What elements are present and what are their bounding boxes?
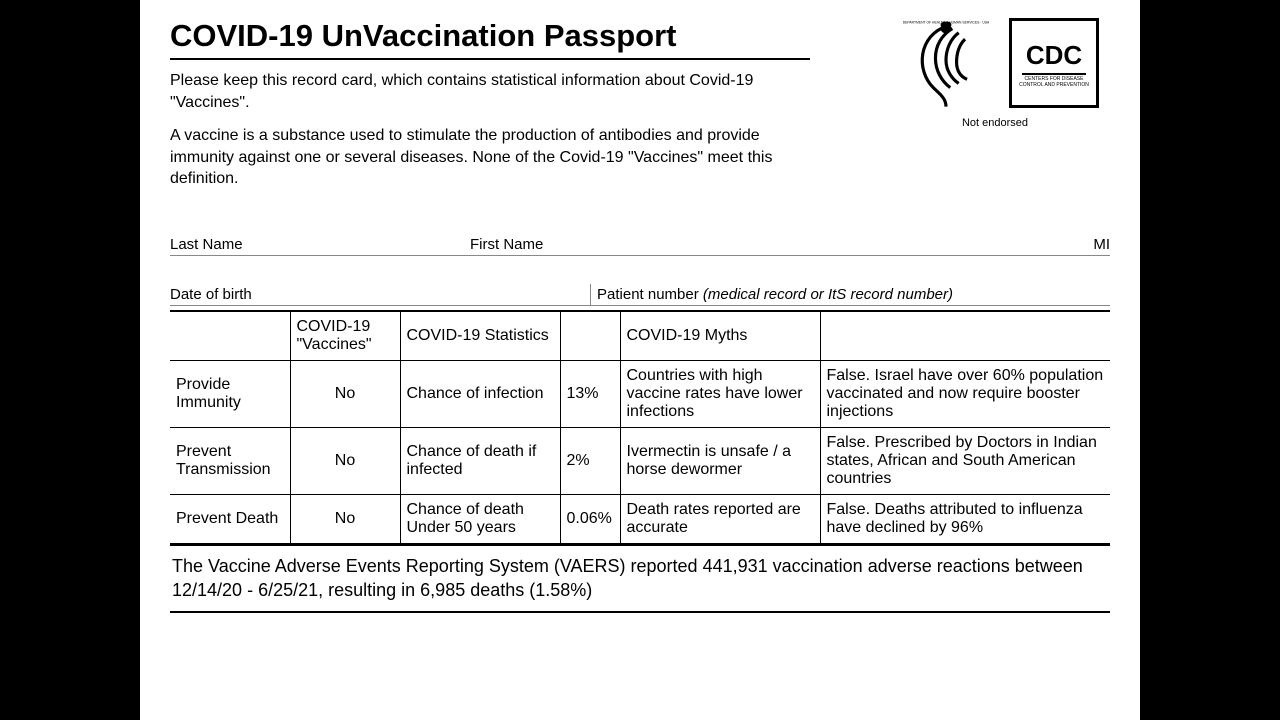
- cell-stat-value: 2%: [560, 427, 620, 494]
- cell-rebuttal: False. Israel have over 60% population v…: [820, 360, 1110, 427]
- logo-row: DEPARTMENT OF HEALTH & HUMAN SERVICES · …: [891, 18, 1099, 113]
- col-header-statistics: COVID-19 Statistics: [400, 311, 560, 361]
- logo-block: DEPARTMENT OF HEALTH & HUMAN SERVICES · …: [880, 18, 1110, 129]
- col-header-myths: COVID-19 Myths: [620, 311, 820, 361]
- svg-text:DEPARTMENT OF HEALTH & HUMAN S: DEPARTMENT OF HEALTH & HUMAN SERVICES · …: [903, 20, 990, 24]
- data-table: COVID-19 "Vaccines" COVID-19 Statistics …: [170, 310, 1110, 544]
- dob-label: Date of birth: [170, 284, 590, 305]
- cell-label: Provide Immunity: [170, 360, 290, 427]
- cell-vaccine: No: [290, 494, 400, 543]
- table-row: Prevent Transmission No Chance of death …: [170, 427, 1110, 494]
- cell-rebuttal: False. Prescribed by Doctors in Indian s…: [820, 427, 1110, 494]
- vaers-footnote: The Vaccine Adverse Events Reporting Sys…: [170, 544, 1110, 607]
- last-name-label: Last Name: [170, 234, 470, 255]
- table-header-row: COVID-19 "Vaccines" COVID-19 Statistics …: [170, 311, 1110, 361]
- first-name-label: First Name: [470, 234, 1074, 255]
- table-row: Prevent Death No Chance of death Under 5…: [170, 494, 1110, 543]
- col-header-vaccines: COVID-19 "Vaccines": [290, 311, 400, 361]
- cdc-logo-text: CDC: [1022, 38, 1086, 75]
- intro-text: Please keep this record card, which cont…: [170, 70, 880, 190]
- cell-stat-value: 13%: [560, 360, 620, 427]
- document-title: COVID-19 UnVaccination Passport: [170, 18, 880, 54]
- table-row: Provide Immunity No Chance of infection …: [170, 360, 1110, 427]
- intro-paragraph-2: A vaccine is a substance used to stimula…: [170, 125, 810, 190]
- cell-label: Prevent Death: [170, 494, 290, 543]
- patient-number-text: Patient number: [597, 286, 703, 303]
- cell-stat-label: Chance of death if infected: [400, 427, 560, 494]
- cell-stat-label: Chance of infection: [400, 360, 560, 427]
- patient-number-hint: (medical record or ItS record number): [703, 286, 953, 303]
- cell-myth: Countries with high vaccine rates have l…: [620, 360, 820, 427]
- footer-rule: [170, 611, 1110, 613]
- cell-vaccine: No: [290, 360, 400, 427]
- title-rule: [170, 58, 810, 60]
- col-header-blank-5: [820, 311, 1110, 361]
- cell-rebuttal: False. Deaths attributed to influenza ha…: [820, 494, 1110, 543]
- cell-stat-value: 0.06%: [560, 494, 620, 543]
- patient-number-label: Patient number (medical record or ItS re…: [590, 284, 1110, 305]
- mi-label: MI: [1074, 234, 1110, 255]
- header-row: COVID-19 UnVaccination Passport Please k…: [170, 18, 1110, 202]
- cdc-logo: CDC CENTERS FOR DISEASE CONTROL AND PREV…: [1009, 18, 1099, 108]
- title-block: COVID-19 UnVaccination Passport Please k…: [170, 18, 880, 202]
- dob-row: Date of birth Patient number (medical re…: [170, 284, 1110, 306]
- intro-paragraph-1: Please keep this record card, which cont…: [170, 70, 810, 113]
- cdc-logo-subtext: CENTERS FOR DISEASE CONTROL AND PREVENTI…: [1012, 77, 1096, 88]
- cell-label: Prevent Transmission: [170, 427, 290, 494]
- col-header-blank-3: [560, 311, 620, 361]
- col-header-blank-0: [170, 311, 290, 361]
- cell-stat-label: Chance of death Under 50 years: [400, 494, 560, 543]
- name-row: Last Name First Name MI: [170, 234, 1110, 256]
- hhs-eagle-icon: DEPARTMENT OF HEALTH & HUMAN SERVICES · …: [891, 18, 1001, 113]
- not-endorsed-label: Not endorsed: [962, 117, 1028, 129]
- cell-myth: Ivermectin is unsafe / a horse dewormer: [620, 427, 820, 494]
- document-card: COVID-19 UnVaccination Passport Please k…: [140, 0, 1140, 720]
- cell-myth: Death rates reported are accurate: [620, 494, 820, 543]
- name-fields: Last Name First Name MI Date of birth Pa…: [170, 234, 1110, 306]
- cell-vaccine: No: [290, 427, 400, 494]
